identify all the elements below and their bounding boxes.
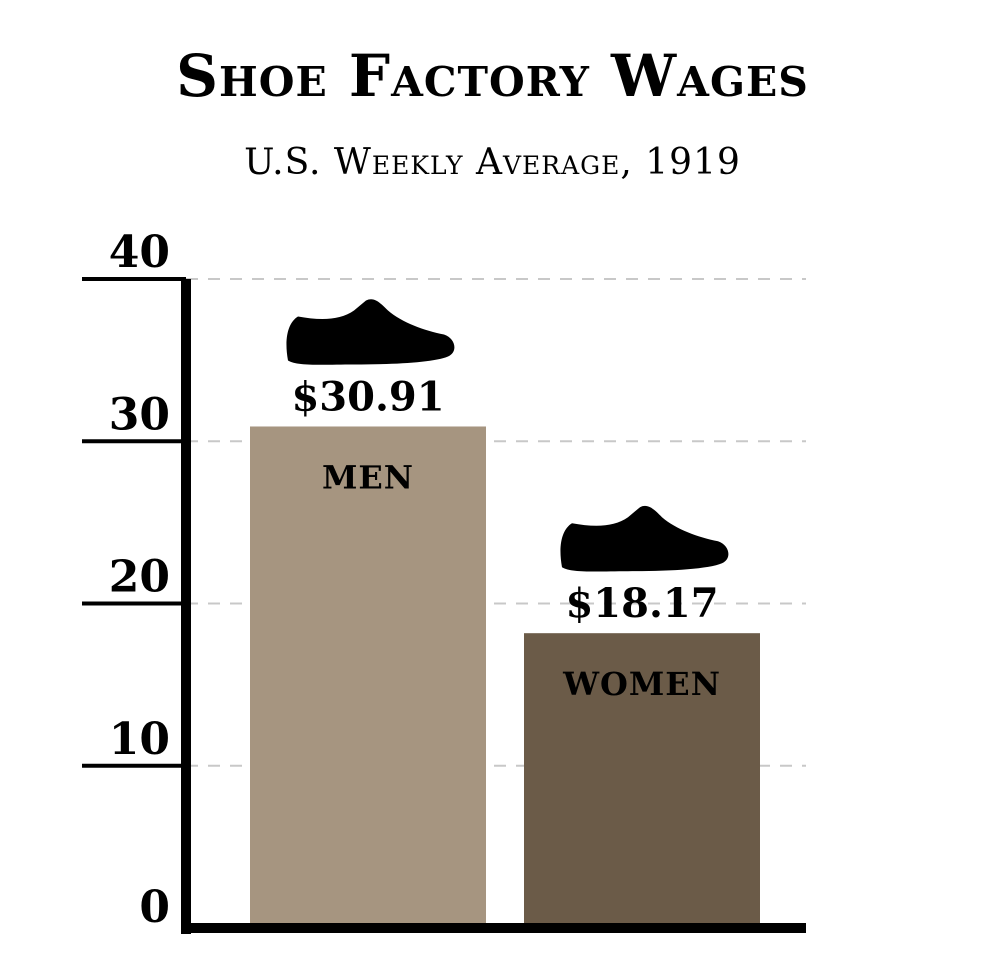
category-label: WOMEN: [562, 665, 721, 703]
category-label: MEN: [322, 458, 414, 496]
bar-men: [250, 426, 486, 928]
chart-title: Shoe Factory Wages: [176, 42, 809, 110]
shoe-icon: [560, 505, 729, 572]
y-tick-label: 10: [109, 714, 170, 765]
data-label: $30.91: [291, 373, 444, 420]
y-tick-label: 40: [109, 227, 170, 278]
shoe-icon: [286, 299, 455, 365]
y-tick-label: 30: [109, 389, 170, 440]
chart-subtitle: U.S. Weekly Average, 1919: [244, 142, 741, 183]
y-tick-label: 20: [109, 552, 170, 603]
data-label: $18.17: [565, 580, 718, 627]
bar-women: [524, 633, 760, 928]
y-tick-label: 0: [139, 882, 170, 933]
